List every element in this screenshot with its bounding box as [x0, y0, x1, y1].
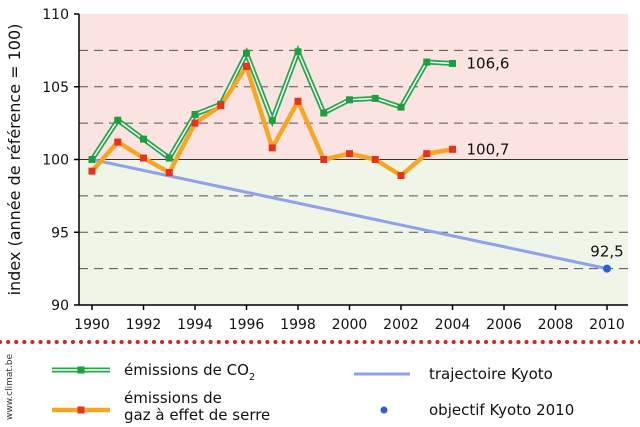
x-tick-label: 2000: [332, 317, 368, 333]
legend-label-objectif: objectif Kyoto 2010: [429, 401, 574, 419]
x-tick-label: 1992: [126, 317, 162, 333]
y-tick-label: 110: [42, 7, 69, 23]
data-point-co2: [397, 103, 405, 111]
data-point-co2: [294, 48, 302, 56]
data-point-ghg: [397, 172, 405, 180]
data-point-ghg: [191, 119, 199, 127]
x-tick-label: 2002: [383, 317, 419, 333]
credit-text: www.climat.be: [5, 354, 15, 420]
y-tick-label: 90: [51, 298, 69, 314]
y-axis-label: index (année de référence = 100): [5, 24, 24, 296]
data-point-co2: [423, 58, 431, 66]
x-tick-label: 2004: [435, 317, 471, 333]
x-tick-label: 2006: [486, 317, 522, 333]
data-point-co2: [371, 94, 379, 102]
data-point-ghg: [449, 145, 456, 153]
data-point-co2: [88, 156, 96, 163]
y-tick-label: 105: [42, 80, 69, 96]
data-point-ghg: [114, 138, 122, 146]
data-point-ghg: [243, 62, 250, 70]
data-point-co2: [320, 109, 328, 117]
data-point-ghg: [165, 169, 173, 177]
x-tick-label: 1990: [74, 317, 110, 333]
legend-marker-co2: [77, 366, 85, 374]
data-point-ghg: [217, 102, 225, 110]
data-point-co2: [191, 110, 199, 118]
x-tick-label: 1994: [177, 317, 213, 333]
data-point-ghg: [371, 156, 379, 163]
data-point-ghg: [294, 97, 302, 105]
data-point-ghg: [423, 150, 431, 158]
data-point-co2: [243, 49, 250, 57]
data-point-ghg: [88, 167, 96, 175]
data-point-ghg: [320, 156, 328, 163]
legend-label-kyoto: trajectoire Kyoto: [429, 365, 553, 383]
data-label-objectif: 92,5: [590, 243, 623, 261]
data-point-co2: [449, 59, 456, 67]
data-point-co2: [346, 96, 353, 104]
y-tick-label: 95: [51, 225, 69, 241]
data-point-co2: [165, 154, 173, 162]
data-point-co2: [140, 135, 147, 143]
x-tick-label: 2008: [538, 317, 574, 333]
legend-label-co2: émissions de CO2: [124, 361, 255, 383]
x-tick-label: 1996: [229, 317, 265, 333]
legend-marker-ghg: [77, 406, 85, 414]
data-point-objectif-kyoto: [603, 264, 611, 273]
x-tick-label: 1998: [280, 317, 316, 333]
series-line-trajectoire-kyoto: [91, 158, 608, 271]
x-tick-label: 2010: [589, 317, 625, 333]
data-point-co2: [268, 116, 276, 124]
y-tick-label: 100: [42, 153, 69, 169]
plot-area: 90 95 100 105 110 1990 1992 1994 1996 1998 2000 200…: [5, 7, 628, 333]
data-point-co2: [114, 116, 122, 124]
data-label-co2: 106,6: [467, 54, 510, 72]
data-point-ghg: [346, 150, 353, 158]
legend-marker-objectif: [380, 406, 388, 414]
data-label-ghg: 100,7: [467, 140, 510, 158]
data-point-ghg: [268, 144, 276, 152]
legend-label-ghg-line2: gaz à effet de serre: [124, 406, 270, 424]
data-point-ghg: [140, 154, 147, 162]
legend-label-ghg-line1: émissions de: [124, 389, 222, 407]
